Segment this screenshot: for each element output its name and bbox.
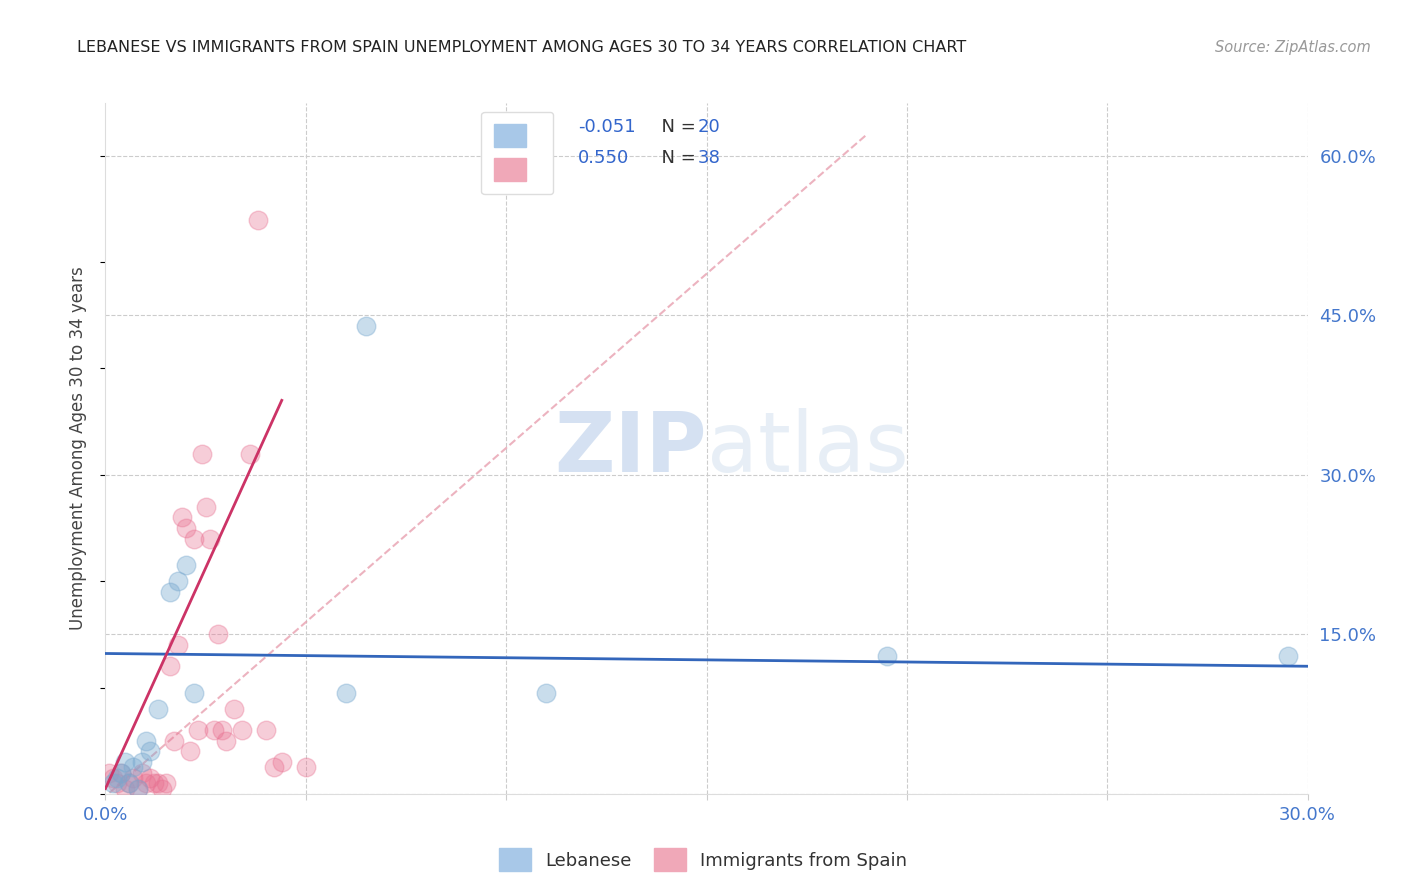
Point xyxy=(202,723,225,737)
Point xyxy=(118,776,141,790)
Point xyxy=(150,781,173,796)
Point xyxy=(110,765,132,780)
Point xyxy=(103,771,125,785)
Point xyxy=(131,765,153,780)
Point xyxy=(174,521,197,535)
Point xyxy=(194,500,217,514)
Text: ZIP: ZIP xyxy=(554,408,707,489)
Point xyxy=(198,532,221,546)
Point xyxy=(295,760,318,774)
Point xyxy=(174,558,197,573)
Point xyxy=(170,510,193,524)
Text: N =: N = xyxy=(650,118,702,136)
Point xyxy=(211,723,233,737)
Legend: Lebanese, Immigrants from Spain: Lebanese, Immigrants from Spain xyxy=(491,841,915,879)
Point xyxy=(142,776,165,790)
Point xyxy=(214,733,236,747)
Text: Source: ZipAtlas.com: Source: ZipAtlas.com xyxy=(1215,40,1371,55)
Point xyxy=(122,760,145,774)
Point xyxy=(159,659,181,673)
Point xyxy=(254,723,277,737)
Point xyxy=(179,744,201,758)
Legend: , : , xyxy=(481,112,554,194)
Point xyxy=(183,686,205,700)
Text: atlas: atlas xyxy=(707,408,908,489)
Point xyxy=(107,771,129,785)
Point xyxy=(146,702,169,716)
Point xyxy=(127,781,149,796)
Point xyxy=(876,648,898,663)
Point xyxy=(183,532,205,546)
Point xyxy=(270,755,292,769)
Point xyxy=(114,781,136,796)
Point xyxy=(335,686,357,700)
Point xyxy=(107,776,129,790)
Point xyxy=(114,755,136,769)
Point xyxy=(231,723,253,737)
Text: LEBANESE VS IMMIGRANTS FROM SPAIN UNEMPLOYMENT AMONG AGES 30 TO 34 YEARS CORRELA: LEBANESE VS IMMIGRANTS FROM SPAIN UNEMPL… xyxy=(77,40,966,55)
Text: R =: R = xyxy=(520,118,560,136)
Point xyxy=(246,212,269,227)
Point xyxy=(127,781,149,796)
Point xyxy=(207,627,229,641)
Point xyxy=(166,638,188,652)
Point xyxy=(162,733,184,747)
Point xyxy=(534,686,557,700)
Point xyxy=(110,765,132,780)
Text: 0.550: 0.550 xyxy=(578,149,628,167)
Point xyxy=(146,776,169,790)
Text: -0.051: -0.051 xyxy=(578,118,636,136)
Point xyxy=(118,776,141,790)
Point xyxy=(138,744,160,758)
Point xyxy=(159,584,181,599)
Point xyxy=(1277,648,1299,663)
Point xyxy=(138,771,160,785)
Point xyxy=(103,776,125,790)
Point xyxy=(190,446,212,460)
Point xyxy=(135,776,157,790)
Point xyxy=(222,702,245,716)
Point xyxy=(122,771,145,785)
Text: 20: 20 xyxy=(699,118,721,136)
Text: 38: 38 xyxy=(699,149,721,167)
Text: N =: N = xyxy=(650,149,702,167)
Text: R =: R = xyxy=(520,149,560,167)
Y-axis label: Unemployment Among Ages 30 to 34 years: Unemployment Among Ages 30 to 34 years xyxy=(69,267,87,630)
Point xyxy=(155,776,177,790)
Point xyxy=(354,318,377,333)
Point xyxy=(239,446,262,460)
Point xyxy=(166,574,188,589)
Point xyxy=(98,765,121,780)
Point xyxy=(187,723,209,737)
Point xyxy=(131,755,153,769)
Point xyxy=(263,760,285,774)
Point xyxy=(135,733,157,747)
